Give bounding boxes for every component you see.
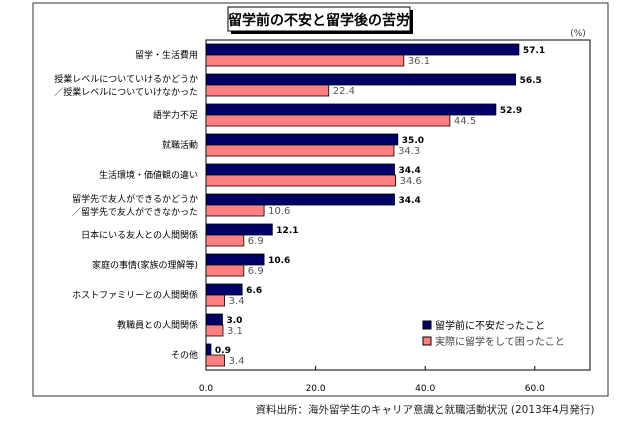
category-label: 教職員との人間関係: [117, 319, 198, 331]
bar-after: [205, 324, 224, 337]
data-label: 36.1: [408, 56, 430, 67]
bar-after: [205, 84, 330, 97]
data-label: 34.4: [399, 166, 421, 176]
bar-after: [205, 234, 245, 247]
bar-before: [205, 163, 395, 176]
x-tick-label: 40.0: [415, 384, 435, 394]
source-note: 資料出所：海外留学生のキャリア意識と就職活動状況 (2013年4月発行): [256, 403, 595, 416]
bar-before: [205, 253, 265, 266]
category-label: その他: [171, 349, 198, 361]
x-tick-label: 20.0: [306, 384, 326, 394]
legend-swatch-after: [422, 336, 432, 346]
bar-after: [205, 294, 226, 307]
bar-before: [205, 313, 223, 326]
data-label: 44.5: [454, 116, 476, 127]
data-label: 34.3: [398, 146, 420, 157]
bar-after: [205, 54, 405, 67]
data-label: 12.1: [276, 226, 298, 236]
data-label: 35.0: [402, 136, 424, 146]
category-label: 家庭の事情(家族の理解等): [92, 259, 198, 271]
category-label: 就職活動: [162, 139, 198, 151]
bar-after: [205, 174, 397, 187]
category-label: ／授業レベルについていけなかった: [54, 86, 198, 98]
bar-before: [205, 223, 273, 236]
data-label: 10.6: [268, 206, 290, 217]
data-label: 22.4: [333, 86, 355, 97]
bar-before: [205, 133, 399, 146]
data-label: 6.9: [248, 236, 264, 247]
legend-label-before: 留学前に不安だったこと: [435, 319, 545, 332]
legend-swatch-before: [422, 320, 432, 330]
data-label: 3.1: [227, 326, 243, 337]
category-label: ／留学先で友人ができなかった: [72, 206, 198, 218]
unit-label: (%): [570, 29, 586, 39]
data-label: 3.4: [229, 356, 245, 367]
data-label: 34.4: [399, 196, 421, 206]
x-tick-label: 0.0: [199, 384, 214, 394]
x-tick-label: 60.0: [525, 384, 545, 394]
bar-after: [205, 144, 395, 157]
category-label: 授業レベルについていけるかどうか: [54, 73, 198, 85]
title-box: [227, 6, 411, 32]
chart-title: 留学前の不安と留学後の苦労: [228, 12, 410, 29]
bar-before: [205, 43, 520, 56]
category-label: 日本にいる友人との人間関係: [81, 229, 198, 241]
data-label: 3.4: [229, 296, 245, 307]
data-label: 6.9: [248, 266, 264, 277]
bar-before: [205, 193, 395, 206]
legend-label-after: 実際に留学をして困ったこと: [435, 335, 565, 348]
bar-before: [205, 343, 212, 356]
bar-after: [205, 114, 451, 127]
category-label: 生活環境・価値観の違い: [99, 169, 198, 181]
bar-after: [205, 354, 226, 367]
bar-before: [205, 103, 497, 116]
data-label: 10.6: [268, 256, 290, 266]
data-label: 56.5: [520, 76, 542, 86]
legend: 留学前に不安だったこと 実際に留学をして困ったこと: [422, 319, 565, 348]
category-label: 語学力不足: [153, 109, 198, 121]
data-label: 57.1: [523, 46, 545, 56]
bar-before: [205, 73, 517, 86]
bar-before: [205, 283, 243, 296]
data-label: 3.0: [226, 316, 242, 326]
category-label: ホストファミリーとの人間関係: [72, 290, 198, 301]
data-label: 0.9: [215, 346, 231, 356]
data-label: 6.6: [246, 286, 262, 296]
bar-after: [205, 204, 265, 217]
category-label: 留学先で友人ができるかどうか: [72, 193, 198, 205]
bar-after: [205, 264, 245, 277]
data-label: 34.6: [400, 176, 422, 187]
category-label: 留学・生活費用: [135, 49, 198, 61]
data-label: 52.9: [500, 106, 522, 116]
